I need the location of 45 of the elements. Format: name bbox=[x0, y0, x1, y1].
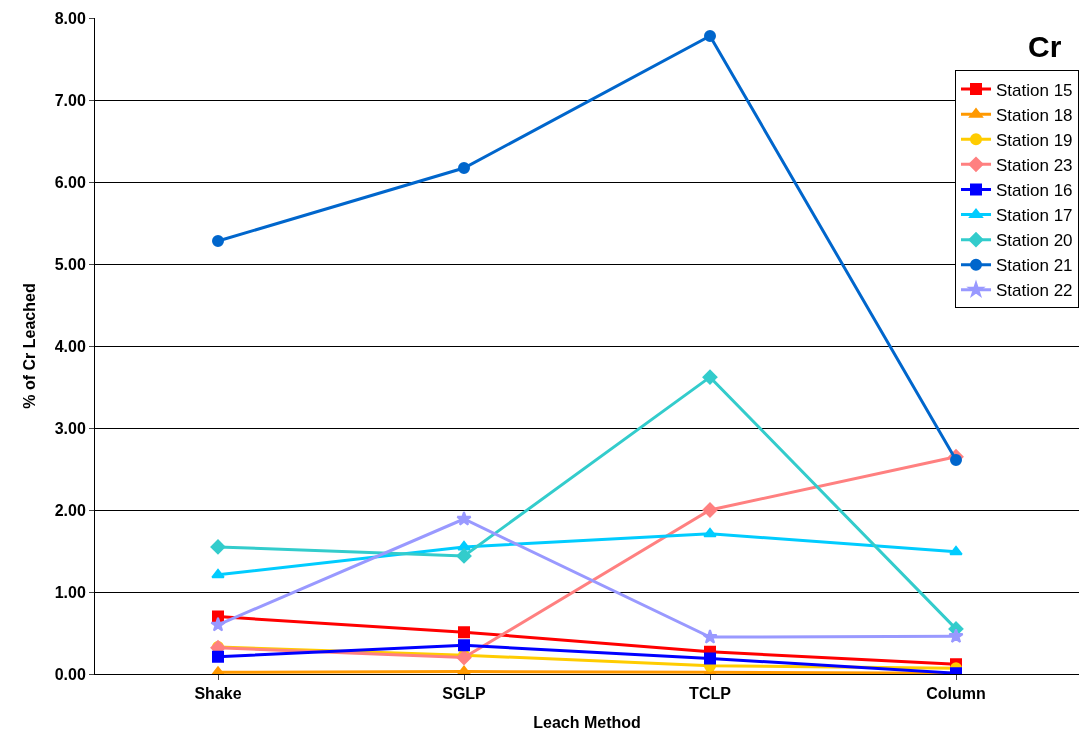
point bbox=[950, 453, 962, 466]
x-tick-label: Column bbox=[926, 685, 986, 703]
y-tick-label: 7.00 bbox=[54, 91, 86, 109]
legend-label: Station 18 bbox=[996, 105, 1073, 125]
x-axis-title: Leach Method bbox=[533, 713, 641, 731]
point bbox=[948, 628, 964, 643]
legend-label: Station 21 bbox=[996, 256, 1073, 276]
point bbox=[702, 502, 718, 518]
point bbox=[212, 235, 224, 248]
point bbox=[949, 545, 963, 556]
point bbox=[458, 639, 470, 652]
point bbox=[456, 650, 472, 666]
x-tick-label: SGLP bbox=[442, 685, 487, 703]
point bbox=[212, 650, 224, 663]
point bbox=[210, 616, 226, 632]
y-tick-label: 8.00 bbox=[54, 9, 86, 27]
legend-label: Station 15 bbox=[996, 80, 1073, 100]
y-tick-label: 6.00 bbox=[54, 173, 86, 191]
y-tick-label: 5.00 bbox=[54, 255, 86, 273]
legend-label: Station 22 bbox=[996, 281, 1073, 301]
x-tick-label: TCLP bbox=[689, 685, 732, 703]
point bbox=[704, 652, 716, 665]
y-axis-title: % of Cr Leached bbox=[20, 283, 38, 409]
point bbox=[703, 527, 717, 538]
legend-label: Station 16 bbox=[996, 181, 1073, 201]
point bbox=[211, 568, 225, 579]
legend-label: Station 19 bbox=[996, 130, 1073, 150]
y-tick-label: 1.00 bbox=[54, 583, 86, 601]
point bbox=[210, 539, 226, 555]
point bbox=[456, 511, 472, 526]
point bbox=[702, 629, 718, 644]
y-tick-label: 4.00 bbox=[54, 337, 86, 355]
legend-label: Station 20 bbox=[996, 231, 1073, 251]
point bbox=[704, 30, 716, 43]
y-tick-label: 3.00 bbox=[54, 419, 86, 437]
legend-label: Station 17 bbox=[996, 206, 1073, 226]
point bbox=[458, 162, 470, 175]
point bbox=[702, 369, 718, 385]
y-tick-label: 0.00 bbox=[54, 665, 86, 683]
point bbox=[458, 626, 470, 639]
y-tick-label: 2.00 bbox=[54, 501, 86, 519]
legend-label: Station 23 bbox=[996, 155, 1073, 175]
chart-title: Cr bbox=[1028, 30, 1062, 63]
x-tick-label: Shake bbox=[194, 685, 242, 703]
point bbox=[456, 548, 472, 564]
